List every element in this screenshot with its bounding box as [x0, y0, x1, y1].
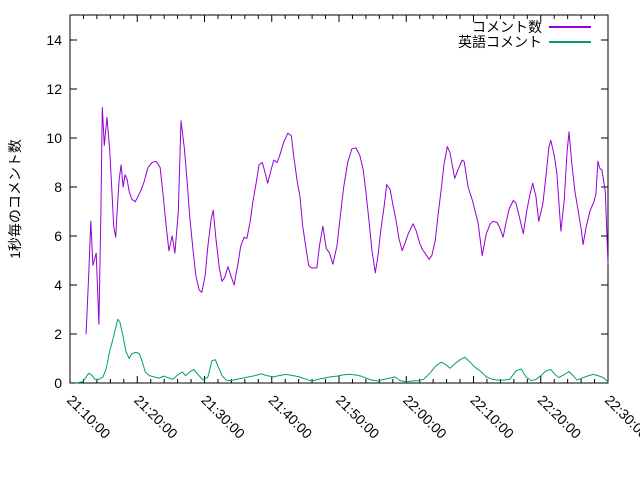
y-tick-label: 6: [54, 228, 62, 244]
legend-entry-comments: コメント数: [472, 19, 591, 35]
y-tick-label: 2: [54, 326, 62, 342]
legend-line-sample-comments: [549, 26, 591, 28]
x-tick-label: 21:10:00: [64, 392, 114, 442]
y-axis-label: 1秒毎のコメント数: [7, 139, 23, 259]
x-tick-label: 21:30:00: [198, 392, 248, 442]
legend-label-english-comments: 英語コメント: [458, 34, 542, 50]
x-tick-label: 22:30:00: [602, 392, 640, 442]
y-tick-label: 0: [54, 375, 62, 391]
plot-frame: [69, 14, 609, 384]
legend-label-comments: コメント数: [472, 19, 542, 35]
x-tick-label: 21:40:00: [266, 392, 316, 442]
x-tick-label: 22:10:00: [467, 392, 517, 442]
y-tick-label: 8: [54, 179, 62, 195]
legend-line-sample-english-comments: [549, 41, 591, 43]
y-tick-label: 4: [54, 277, 62, 293]
y-tick-label: 10: [46, 130, 62, 146]
y-tick-label: 12: [46, 81, 62, 97]
x-tick-label: 22:00:00: [400, 392, 450, 442]
series-line-comments: [85, 106, 609, 335]
x-tick-label: 22:20:00: [535, 392, 585, 442]
x-tick-label: 21:50:00: [333, 392, 383, 442]
x-tick-label: 21:20:00: [131, 392, 181, 442]
series-line-english-comments: [75, 318, 609, 384]
legend-entry-english-comments: 英語コメント: [458, 34, 591, 50]
y-tick-label: 14: [46, 32, 62, 48]
